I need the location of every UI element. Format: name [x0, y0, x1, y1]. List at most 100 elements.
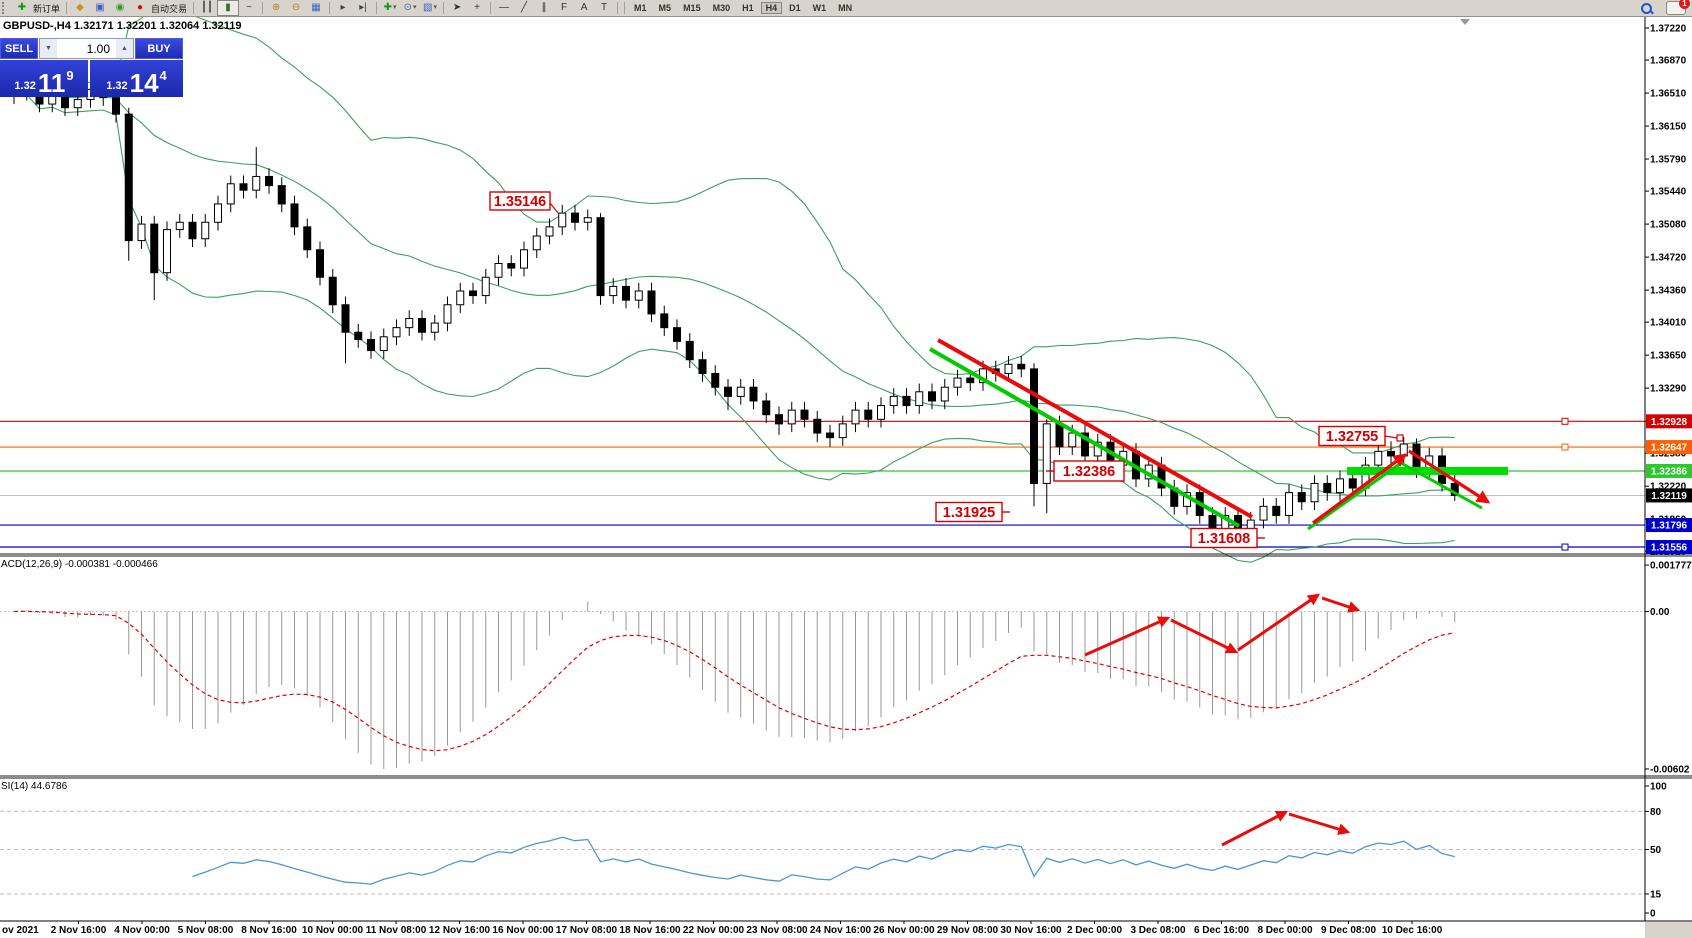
candle-body: [545, 226, 554, 237]
candle-body: [316, 249, 324, 278]
rsi-forecast-arrow[interactable]: [1221, 810, 1289, 847]
volume-down-button[interactable]: ▼: [40, 39, 57, 58]
timeframe-button-m5[interactable]: M5: [658, 3, 672, 13]
crosshair-button[interactable]: +: [474, 2, 480, 13]
line-chart-icon[interactable]: ~: [246, 2, 252, 13]
sell-button[interactable]: SELL: [0, 38, 38, 59]
candlestick-chart-icon[interactable]: ▮: [217, 0, 240, 16]
cursor-button[interactable]: ➤: [452, 2, 462, 13]
timeframe-button-h1[interactable]: H1: [742, 3, 754, 13]
support-zone-bar[interactable]: [1347, 466, 1508, 475]
hline-handle[interactable]: [1561, 417, 1569, 425]
macd-forecast-arrow[interactable]: [1084, 616, 1171, 657]
price-tick-label: 1.34360: [1650, 286, 1687, 297]
buy-button[interactable]: BUY: [135, 38, 183, 59]
candle-body: [634, 290, 643, 301]
volume-input[interactable]: 1.00: [86, 41, 110, 56]
timeframe-button-w1[interactable]: W1: [812, 3, 827, 13]
indicators-button[interactable]: ✚ ▾: [383, 2, 397, 13]
chart-shift-marker[interactable]: [1460, 19, 1470, 25]
timeframe-button-m15[interactable]: M15: [683, 3, 701, 13]
market-watch-icon[interactable]: ◆: [76, 2, 84, 13]
price-annotation-1.32386[interactable]: 1.32386: [1046, 460, 1125, 482]
price-tick-label: 1.35440: [1650, 187, 1687, 198]
price-tick-label: 1.36510: [1650, 89, 1687, 100]
main-pane: 1.35146 1.32755 1.32386 1.31925 1.31608: [0, 4, 1645, 563]
price-tag-text: 1.32386: [1651, 466, 1688, 477]
candle-body: [877, 405, 885, 420]
forecast-arrow[interactable]: [1311, 453, 1408, 525]
price-annotation-1.35146[interactable]: 1.35146: [489, 191, 559, 214]
toolbar-separator: [443, 2, 445, 14]
chart-shift-icon[interactable]: ▸|: [359, 2, 367, 13]
signals-icon[interactable]: ◉: [115, 2, 125, 13]
channel-button[interactable]: ∥: [541, 2, 547, 13]
annotation-text: 1.35146: [494, 194, 546, 210]
timeframe-button-m1[interactable]: M1: [634, 3, 647, 13]
macd-signal-line: [13, 610, 1455, 752]
candle-body: [481, 276, 490, 297]
price-annotation-1.32755[interactable]: 1.32755: [1318, 425, 1404, 447]
hline-handle[interactable]: [1561, 543, 1569, 551]
candle-body: [1336, 478, 1344, 494]
zoom-in-icon[interactable]: ⊕: [271, 2, 281, 13]
candle-body: [1055, 423, 1064, 448]
macd-forecast-arrow[interactable]: [1237, 593, 1320, 652]
forecast-arrow[interactable]: [1408, 449, 1491, 504]
candle-body: [915, 391, 924, 407]
price-tag-1.32647: [1646, 440, 1692, 455]
timeframe-button-mn[interactable]: MN: [838, 3, 853, 13]
toolbar-grip[interactable]: [2, 2, 9, 14]
candle-body: [724, 386, 732, 397]
candle-body: [787, 409, 796, 425]
candle-body: [736, 386, 745, 397]
label-button[interactable]: T: [600, 2, 608, 13]
trend-channel-green-line[interactable]: [929, 347, 1240, 528]
new-order-button-label[interactable]: 新订单: [33, 3, 61, 14]
trend-channel-red-line[interactable]: [937, 338, 1253, 519]
macd-forecast-arrow[interactable]: [1170, 618, 1239, 654]
fibo-button[interactable]: F: [560, 2, 568, 13]
timeframe-button-d1[interactable]: D1: [789, 3, 801, 13]
search-icon[interactable]: [1641, 2, 1654, 14]
price-annotation-1.31608[interactable]: 1.31608: [1190, 527, 1265, 549]
timeframe-button-h4[interactable]: H4: [760, 2, 783, 14]
templates-button[interactable]: ▧ ▾: [423, 2, 438, 13]
auto-scroll-icon[interactable]: ▸: [340, 2, 346, 13]
price-tag-text: 1.31556: [1651, 543, 1688, 554]
price-annotation-1.31925[interactable]: 1.31925: [935, 501, 1010, 523]
bar-chart-icon[interactable]: ┃┃: [201, 2, 214, 13]
trendline-button[interactable]: ╱: [521, 2, 528, 13]
candle-body: [762, 400, 771, 416]
hline-handle[interactable]: [1561, 443, 1569, 451]
zoom-out-icon[interactable]: ⊖: [291, 2, 301, 13]
timeframe-button-m30[interactable]: M30: [712, 3, 731, 13]
autotrading-button-label[interactable]: 自动交易: [151, 3, 188, 14]
price-tag-text: 1.32647: [1651, 443, 1688, 454]
volume-up-button[interactable]: ▲: [116, 39, 133, 58]
candle-body: [1348, 478, 1357, 489]
hline-button[interactable]: —: [499, 2, 510, 13]
periods-button[interactable]: ⊙ ▾: [403, 2, 417, 13]
tile-windows-icon[interactable]: ▦: [311, 2, 321, 13]
bollinger-middle-band: [13, 88, 1455, 497]
toolbar-separator: [490, 2, 492, 14]
toolbar-separator: [617, 2, 619, 14]
buy-price-small: 1.32: [106, 80, 128, 92]
sell-price-tile[interactable]: 1.32 11 9: [0, 60, 88, 97]
autotrading-button[interactable]: ●: [136, 2, 144, 13]
date-label: 24 Nov 16:00: [810, 925, 872, 936]
candle-body: [685, 340, 694, 361]
text-button[interactable]: A: [580, 2, 588, 13]
annotation-callout: [1384, 435, 1398, 439]
buy-price-tile[interactable]: 1.32 14 4: [90, 60, 183, 97]
sell-price-pip: 9: [66, 68, 74, 83]
data-window-icon[interactable]: ▣: [95, 2, 105, 13]
notifications-icon[interactable]: 1: [1666, 0, 1690, 15]
candle-body: [838, 423, 847, 439]
macd-forecast-arrow[interactable]: [1321, 596, 1361, 613]
rsi-forecast-arrow[interactable]: [1288, 812, 1351, 835]
new-order-button[interactable]: ✚: [17, 2, 27, 13]
